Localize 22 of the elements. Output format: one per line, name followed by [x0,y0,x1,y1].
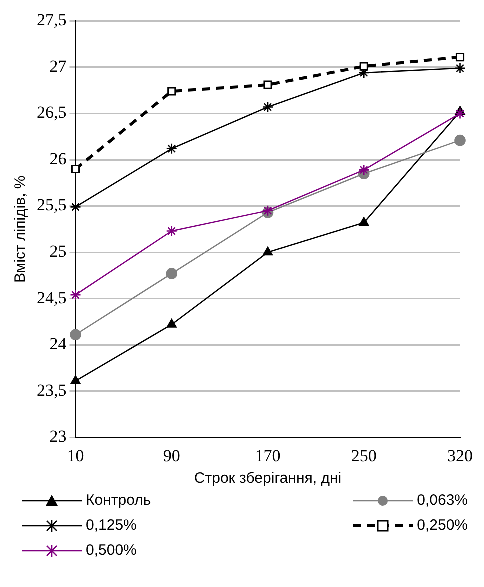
legend-label: 0,063% [417,492,468,509]
y-tick-label: 24 [50,334,68,354]
x-tick-label: 250 [351,446,377,466]
x-tick-label: 170 [255,446,281,466]
y-tick-label: 26,5 [37,103,67,122]
x-tick-label: 10 [67,446,84,466]
y-tick-label: 23,5 [37,380,67,400]
y-tick-label: 27,5 [37,10,67,30]
x-tick-label: 320 [448,446,473,466]
y-tick-label: 25,5 [37,196,67,215]
y-tick-label: 24,5 [37,288,67,308]
y-axis-title: Вміст ліпідів, % [12,176,30,284]
y-tick-label: 27 [50,56,68,76]
legend-label: 0,250% [417,517,468,534]
legend-label: 0,125% [86,517,137,534]
legend-label: Контроль [86,492,152,509]
y-tick-label: 26 [50,149,67,168]
y-tick-label: 25 [50,242,67,261]
y-tick-label: 23 [50,427,67,446]
x-axis-title: Строк зберігання, дні [194,470,342,488]
legend-label: 0,500% [86,542,137,559]
x-tick-label: 90 [163,446,180,466]
